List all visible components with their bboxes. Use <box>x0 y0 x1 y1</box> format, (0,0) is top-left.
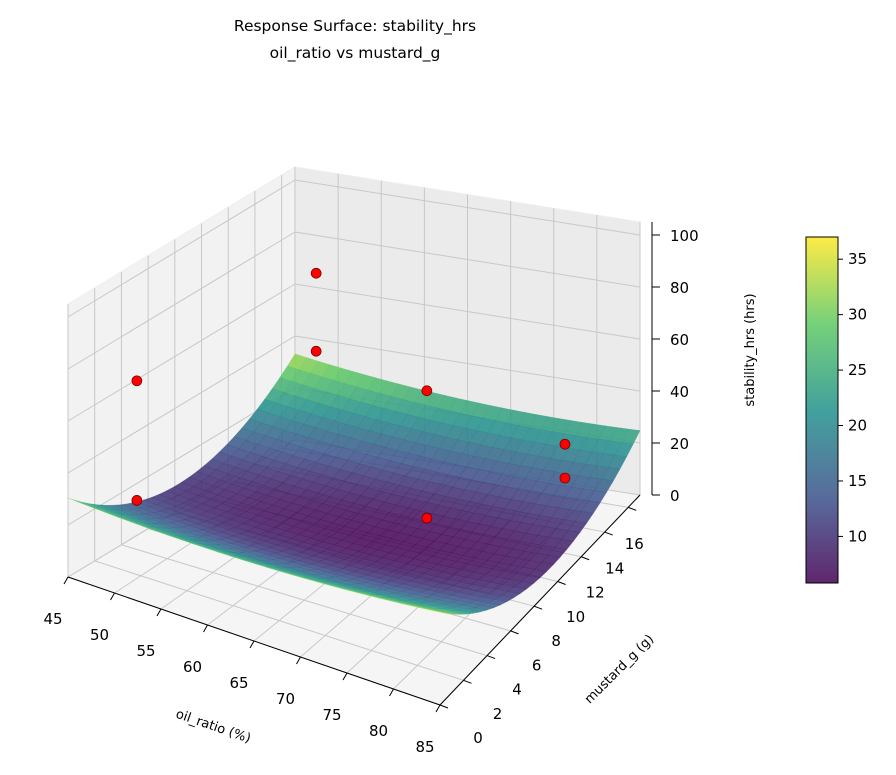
y-tick <box>510 630 519 635</box>
x-tick <box>110 592 115 601</box>
x-tick <box>203 624 208 633</box>
y-tick-label: 12 <box>586 584 605 602</box>
x-axis-line <box>67 576 441 706</box>
x-tick <box>342 672 348 681</box>
x-tick <box>435 704 441 713</box>
y-tick <box>463 679 472 684</box>
colorbar-gradient <box>805 236 839 584</box>
chart-subtitle: oil_ratio vs mustard_g <box>270 44 441 63</box>
data-point <box>310 345 322 357</box>
surface-patch <box>581 500 601 514</box>
colorbar-tick-label: 15 <box>848 472 867 490</box>
y-tick-label: 8 <box>551 632 561 650</box>
z-tick-label: 100 <box>670 227 699 245</box>
colorbar-tick-label: 10 <box>848 527 867 545</box>
y-axis-label: mustard_g (g) <box>582 632 657 707</box>
data-point <box>559 472 571 484</box>
colorbar-tick-label: 30 <box>848 306 867 324</box>
surface-patch <box>427 609 447 614</box>
y-tick-label: 14 <box>605 559 624 577</box>
colorbar: 10 15 20 25 30 35 <box>805 236 867 584</box>
z-axis-label: stability_hrs (hrs) <box>743 293 758 406</box>
x-tick-label: 50 <box>90 626 109 644</box>
x-tick-label: 75 <box>322 706 341 724</box>
data-point <box>310 267 322 279</box>
data-point <box>131 375 143 387</box>
data-point <box>559 438 571 450</box>
surface <box>67 353 641 615</box>
x-tick <box>63 576 69 585</box>
colorbar-tick-label: 25 <box>848 361 867 379</box>
x-tick <box>296 656 301 665</box>
x-tick <box>249 640 255 649</box>
z-gridline-left <box>67 179 296 318</box>
x-tick-label: 70 <box>276 690 295 708</box>
data-point <box>131 495 143 506</box>
surface-patch <box>467 607 487 613</box>
z-tick-label: 60 <box>670 331 689 349</box>
y-tick <box>628 506 637 511</box>
x-tick-label: 65 <box>229 674 248 692</box>
y-tick-label: 0 <box>473 729 483 747</box>
y-axis-line <box>439 494 641 706</box>
points-above-surface <box>131 267 571 524</box>
surface-patch <box>547 547 568 558</box>
data-point <box>421 385 433 397</box>
x-tick <box>156 608 162 617</box>
x-tick-label: 85 <box>415 738 434 756</box>
y-tick <box>533 605 543 610</box>
surface-patch <box>434 610 454 615</box>
x-tick-label: 55 <box>136 642 155 660</box>
y-gridline-floor <box>121 544 488 657</box>
z-gridline-left <box>67 231 296 370</box>
colorbar-tick-label: 20 <box>848 417 867 435</box>
x-tick-label: 80 <box>369 722 388 740</box>
y-gridline-floor <box>94 560 464 681</box>
z-tick-label: 0 <box>670 487 680 505</box>
y-tick <box>581 556 590 561</box>
x-tick <box>389 688 394 697</box>
surface-patch <box>500 591 521 599</box>
surface-patch <box>587 490 608 504</box>
x-axis-label: oil_ratio (%) <box>174 707 253 747</box>
y-tick-label: 4 <box>512 681 522 699</box>
y-tick <box>486 655 496 660</box>
colorbar-tick-label: 35 <box>848 250 867 268</box>
y-tick-label: 2 <box>493 705 503 723</box>
surface-patch <box>447 611 467 615</box>
x-tick-label: 45 <box>43 610 62 628</box>
surface-patch <box>621 428 641 445</box>
y-tick-label: 6 <box>532 656 542 674</box>
z-gridline-left <box>67 283 296 422</box>
chart-title: Response Surface: stability_hrs <box>234 17 476 36</box>
x-tick-label: 60 <box>183 658 202 676</box>
z-gridline-back <box>294 231 641 288</box>
z-gridline-back <box>294 179 641 236</box>
data-point <box>421 512 433 524</box>
y-tick-label: 10 <box>566 608 585 626</box>
y-tick <box>439 704 449 709</box>
y-tick <box>604 531 613 536</box>
z-tick-label: 20 <box>670 435 689 453</box>
y-tick <box>557 581 566 585</box>
z-tick-label: 80 <box>670 279 689 297</box>
surface-patch <box>534 562 554 572</box>
y-tick-label: 16 <box>625 535 644 553</box>
z-gridline-back <box>294 335 641 392</box>
z-gridline-left <box>67 335 296 474</box>
z-tick-label: 40 <box>670 383 689 401</box>
z-gridline-back <box>294 283 641 340</box>
